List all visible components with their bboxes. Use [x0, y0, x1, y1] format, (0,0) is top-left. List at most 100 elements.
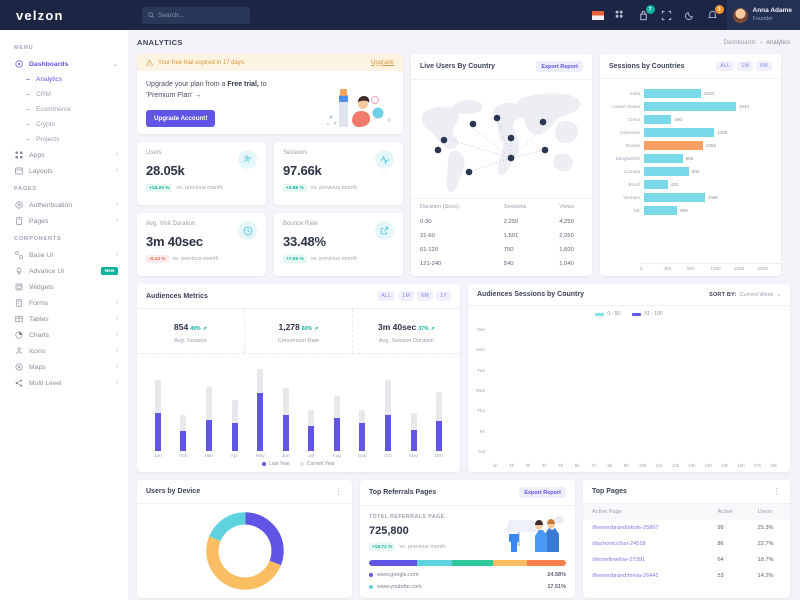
chevron-right-icon: › [116, 218, 118, 224]
search-input[interactable]: Search... [142, 6, 250, 24]
legend-swatch [262, 462, 267, 466]
bar-row: Indonesia 1255 [604, 126, 773, 139]
legend-last-year[interactable]: Last Year [262, 461, 290, 467]
cart-icon[interactable]: 7 [638, 5, 655, 21]
upgrade-account-button[interactable]: Upgrade Account! [146, 109, 216, 127]
filter-all[interactable]: ALL [716, 61, 735, 71]
sidebar-item-crypto[interactable]: Crypto [0, 117, 128, 132]
stat-change-badge: -0.24 % [146, 255, 169, 263]
sidebar-section-components: COMPONENTS [14, 236, 62, 242]
bar-current-year [384, 379, 391, 415]
sidebar-item-maps[interactable]: Maps › [0, 359, 128, 375]
cell-users: 18.7% [757, 557, 774, 563]
sidebar-item-tables[interactable]: Tables › [0, 311, 128, 327]
external-link-icon [375, 221, 394, 240]
filter-1m[interactable]: 1M [737, 61, 754, 71]
sidebar-item-authentication[interactable]: Authentication › [0, 197, 128, 213]
bar [644, 128, 715, 137]
top-pages-title: Top Pages [592, 488, 627, 495]
legend-current-year[interactable]: Current Year [299, 461, 335, 467]
referral-name: www.google.com [377, 572, 419, 578]
sidebar-item-base-ui[interactable]: Base UI › [0, 247, 128, 263]
cell-page[interactable]: /themesbrand/skote-25867 [592, 525, 659, 531]
moon-dark-mode-icon[interactable] [684, 9, 696, 21]
sidebar-subitem-label: CRM [36, 91, 51, 98]
sidebar-item-layouts[interactable]: Layouts › [0, 163, 128, 179]
filter-6m[interactable]: 6M [417, 291, 434, 301]
stat-card-bounce-rate: Bounce Rate 33.48% +7.05 % vs. previous … [274, 213, 403, 276]
stat-label: Sessions [283, 150, 308, 156]
bell-notification-icon[interactable]: 3 [707, 5, 724, 21]
live-users-title: Live Users By Country [420, 63, 496, 70]
chevron-down-icon: ⌄ [776, 291, 781, 298]
column-group: Jan [145, 360, 171, 459]
cell-page[interactable]: /skote/timeline-27391 [592, 557, 646, 563]
cell-page[interactable]: /dashonic/chat-24518 [592, 541, 646, 547]
filter-1y[interactable]: 1Y [436, 291, 451, 301]
referral-row-youtube: www.youtube.com 17.51% [369, 584, 566, 590]
sidebar-item-advance-ui[interactable]: Advance UI New [0, 263, 128, 279]
upgrade-link[interactable]: Upgrade [370, 59, 394, 66]
column-header: Duration (Secs) [411, 198, 495, 215]
breadcrumb-dashboards[interactable]: Dashboards [723, 39, 756, 46]
sidebar-item-apps[interactable]: Apps › [0, 147, 128, 163]
table-row: 0-30 2,250 4,250 [411, 215, 592, 229]
bar-current-year [231, 399, 238, 423]
filter-all[interactable]: ALL [377, 291, 396, 301]
sidebar-item-projects[interactable]: Projects [0, 132, 128, 147]
world-map[interactable] [411, 80, 592, 198]
sidebar-item-icons[interactable]: Icons › [0, 343, 128, 359]
stat-change-badge: +7.05 % [283, 255, 307, 263]
flag-icon[interactable] [591, 9, 604, 21]
export-report-button[interactable]: Export Report [536, 61, 583, 72]
sidebar-item-multi-level[interactable]: Multi Level › [0, 375, 128, 391]
x-tick: 10h [639, 463, 647, 468]
sidebar-item-widgets[interactable]: Widgets [0, 279, 128, 295]
column-group: Aug [324, 360, 350, 459]
more-vertical-icon[interactable]: ⋮ [334, 487, 343, 496]
top-pages-card: Top Pages ⋮ Active Page Active Users /th… [583, 480, 790, 598]
sidebar-item-crm[interactable]: CRM [0, 87, 128, 102]
bar [644, 180, 668, 189]
bar-category-label: Indonesia [620, 130, 640, 135]
page-title: ANALYTICS [137, 38, 183, 47]
sidebar-item-forms[interactable]: Forms › [0, 295, 128, 311]
cell-duration: 31-60 [420, 233, 435, 239]
sidebar-section-menu: MENU [14, 45, 34, 51]
filter-6m[interactable]: 6M [756, 61, 772, 71]
chevron-right-icon: › [116, 168, 118, 174]
top-referrals-card: Top Referrals Pages Export Report TOTAL … [360, 480, 575, 598]
export-report-button[interactable]: Export Report [519, 487, 566, 498]
sidebar-item-label: Icons [29, 347, 46, 355]
bar [644, 206, 677, 215]
more-vertical-icon[interactable]: ⋮ [772, 487, 781, 496]
user-profile-menu[interactable]: Anna Adame Founder [726, 0, 800, 30]
sidebar-item-ecommerce[interactable]: Ecommerce [0, 102, 128, 117]
heatmap-grid: Sun Mon Tue Wed Thu Fri Sat [468, 320, 790, 461]
trial-alert: Your free trial expired in 17 days. Upgr… [137, 54, 403, 71]
x-tick: 15h [721, 463, 729, 468]
device-donut-chart [137, 504, 352, 598]
sort-by-control[interactable]: SORT BY: Current Week ⌄ [709, 292, 781, 298]
x-tick: Jul [308, 454, 315, 459]
fullscreen-icon[interactable] [661, 9, 673, 21]
x-tick: Dec [434, 454, 444, 459]
bar-current-year [205, 386, 212, 420]
sidebar-item-analytics[interactable]: Analytics [0, 72, 128, 87]
chevron-right-icon: › [116, 300, 118, 306]
bar-last-year [308, 426, 315, 451]
column-group: Jun [273, 360, 299, 459]
brand-logo[interactable]: velzon [16, 7, 64, 23]
sidebar-item-label: Dashboards [29, 60, 69, 68]
sidebar-item-charts[interactable]: Charts › [0, 327, 128, 343]
cell-page[interactable]: /themesbrand/minia-26441 [592, 573, 659, 579]
upgrade-text-2: to 'Premium Plan' → [146, 81, 267, 99]
grid-apps-icon[interactable] [615, 9, 627, 21]
sidebar-item-dashboards[interactable]: Dashboards ⌄ [0, 56, 128, 72]
bell-badge: 3 [714, 5, 724, 14]
filter-1m[interactable]: 1M [398, 291, 415, 301]
sidebar-section-pages: PAGES [14, 186, 37, 192]
heatmap-x-axis: 1h 2h 3h 4h 5h 6h 7h 8h 9h 10h 11h 12h 13h 14h 15h 16h 1… [487, 461, 790, 472]
sidebar-item-pages[interactable]: Pages › [0, 213, 128, 229]
bar-row: Brazil 420 [604, 178, 773, 191]
